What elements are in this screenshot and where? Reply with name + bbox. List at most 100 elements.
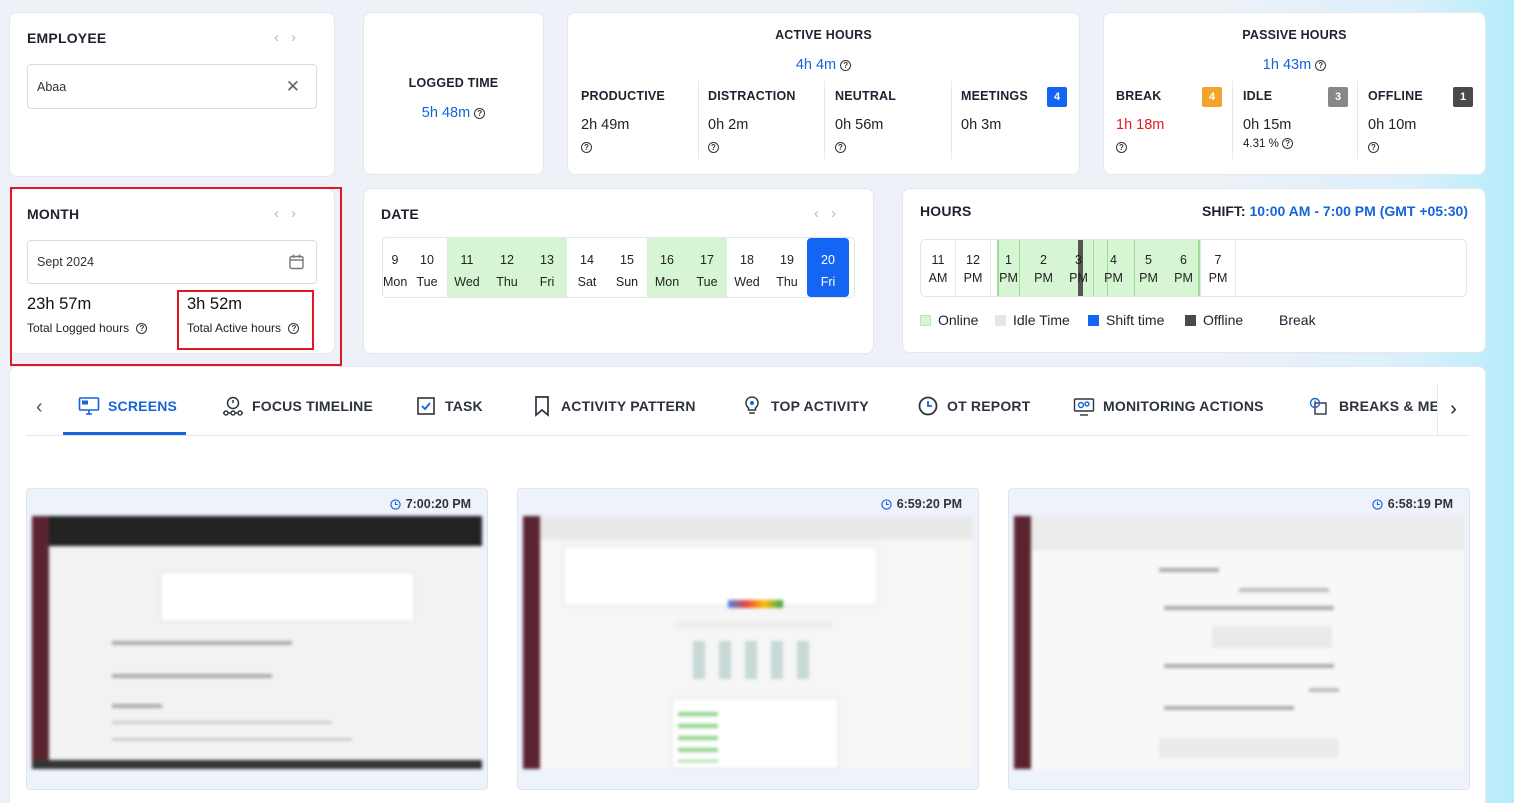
day-cell[interactable]: 12 Thu bbox=[487, 238, 527, 297]
calendar-icon[interactable] bbox=[289, 254, 304, 273]
tab-task[interactable]: TASK bbox=[415, 395, 483, 417]
active-tab-underline bbox=[63, 432, 186, 435]
day-cell-selected[interactable]: 20 Fri bbox=[807, 238, 849, 297]
employee-title: EMPLOYEE bbox=[27, 30, 107, 46]
highlight-box-active-hours bbox=[177, 290, 314, 350]
hour-cell[interactable]: 4 PM bbox=[1104, 253, 1123, 285]
metric-distraction: DISTRACTION 0h 2m ? bbox=[708, 89, 796, 157]
metric-neutral: NEUTRAL 0h 56m ? bbox=[835, 89, 896, 157]
hour-cell[interactable]: 2 PM bbox=[1034, 253, 1053, 285]
meetings-count-badge: 4 bbox=[1047, 87, 1067, 107]
hour-cell[interactable]: 12 PM bbox=[956, 240, 991, 296]
legend-idle: Idle Time bbox=[995, 312, 1070, 328]
tab-ot-report[interactable]: OT REPORT bbox=[917, 395, 1030, 417]
metric-label: PRODUCTIVE bbox=[581, 89, 665, 103]
day-cell[interactable]: 11 Wed bbox=[447, 238, 487, 297]
metric-idle: IDLE 0h 15m 4.31 % ? bbox=[1243, 89, 1294, 150]
tabs-scroll-left-icon[interactable]: ‹ bbox=[36, 396, 43, 418]
hour-cell[interactable]: 6 PM bbox=[1174, 253, 1193, 285]
tab-breaks-meetings[interactable]: BREAKS & MEE bbox=[1309, 395, 1439, 417]
screenshot-thumbnail[interactable] bbox=[523, 516, 973, 769]
help-icon[interactable]: ? bbox=[708, 142, 719, 154]
screenshot-card[interactable]: 6:59:20 PM bbox=[517, 488, 979, 790]
day-cell[interactable]: 15 Sun bbox=[615, 253, 639, 289]
metric-value: 0h 15m bbox=[1243, 117, 1292, 133]
legend-online: Online bbox=[920, 312, 978, 328]
tabs-scroll-right[interactable]: › bbox=[1437, 383, 1469, 435]
idle-percent: 4.31 % bbox=[1243, 138, 1279, 150]
chevron-left-icon[interactable]: ‹ bbox=[274, 205, 279, 222]
online-segment bbox=[997, 240, 1201, 296]
day-cell[interactable]: 10 Tue bbox=[416, 253, 438, 289]
screenshot-thumbnail[interactable] bbox=[1014, 516, 1464, 769]
day-cell[interactable]: 19 Thu bbox=[776, 253, 798, 289]
hours-title: HOURS bbox=[920, 203, 972, 219]
employee-card: EMPLOYEE ‹ › Abaa ✕ bbox=[9, 12, 335, 177]
help-icon[interactable]: ? bbox=[1368, 142, 1379, 154]
help-icon[interactable]: ? bbox=[835, 142, 846, 154]
help-icon[interactable]: ? bbox=[474, 107, 486, 119]
day-cell[interactable]: 16 Mon bbox=[647, 238, 687, 297]
clock-icon bbox=[918, 396, 938, 416]
help-icon[interactable]: ? bbox=[1116, 142, 1127, 154]
idle-count-badge: 3 bbox=[1328, 87, 1348, 107]
idle-swatch bbox=[995, 314, 1006, 326]
screenshot-card[interactable]: 6:58:19 PM bbox=[1008, 488, 1470, 790]
tab-activity-pattern[interactable]: ACTIVITY PATTERN bbox=[531, 395, 696, 417]
screenshot-card[interactable]: 7:00:20 PM bbox=[26, 488, 488, 790]
tab-top-activity[interactable]: TOP ACTIVITY bbox=[741, 395, 869, 417]
hours-timeline: 11 AM 12 PM 1 PM 2 PM 3 PM 4 PM 5 PM 6 PM 7 PM bbox=[920, 239, 1467, 297]
metric-value: 0h 10m bbox=[1368, 117, 1417, 133]
screenshot-thumbnail[interactable] bbox=[32, 516, 482, 769]
help-icon[interactable]: ? bbox=[581, 142, 592, 154]
monitor-icon bbox=[78, 397, 100, 415]
metric-value: 0h 56m bbox=[835, 117, 884, 133]
passive-hours-card: PASSIVE HOURS 1h 43m ? BREAK 1h 18m ? 4 … bbox=[1103, 12, 1486, 175]
help-icon[interactable]: ? bbox=[840, 59, 852, 71]
date-title: DATE bbox=[381, 206, 419, 222]
chevron-right-icon[interactable]: › bbox=[291, 205, 296, 222]
online-divider bbox=[1198, 240, 1200, 296]
day-cell[interactable]: 14 Sat bbox=[577, 253, 597, 289]
help-icon[interactable]: ? bbox=[288, 323, 300, 335]
employee-value: Abaa bbox=[37, 79, 67, 94]
legend-offline: Offline bbox=[1185, 312, 1243, 328]
highlight-box-month bbox=[10, 187, 342, 366]
month-nav: ‹ › bbox=[274, 205, 296, 222]
hour-cell[interactable]: 7 PM bbox=[1201, 240, 1236, 296]
chevron-right-icon[interactable]: › bbox=[831, 205, 836, 222]
chevron-right-icon[interactable]: › bbox=[291, 29, 296, 46]
shift-label: SHIFT: bbox=[1202, 203, 1246, 219]
hour-cell[interactable]: 1 PM bbox=[999, 253, 1018, 285]
day-cell[interactable]: 18 Wed bbox=[734, 253, 760, 289]
help-icon[interactable]: ? bbox=[136, 323, 148, 335]
shift-value: 10:00 AM - 7:00 PM (GMT +05:30) bbox=[1249, 203, 1469, 219]
focus-timeline-icon bbox=[223, 396, 243, 416]
chevron-left-icon[interactable]: ‹ bbox=[814, 205, 819, 222]
tab-monitoring-actions[interactable]: MONITORING ACTIONS bbox=[1073, 395, 1264, 417]
tab-focus-timeline[interactable]: FOCUS TIMELINE bbox=[222, 395, 373, 417]
help-icon[interactable]: ? bbox=[1315, 59, 1327, 71]
employee-select[interactable]: Abaa ✕ bbox=[27, 64, 317, 109]
screenshot-time: 6:59:20 PM bbox=[881, 497, 962, 511]
hour-cell[interactable]: 11 AM bbox=[921, 240, 956, 296]
day-cell[interactable]: 13 Fri bbox=[527, 238, 567, 297]
total-logged-block: 23h 57m Total Logged hours ? bbox=[27, 295, 148, 335]
hour-cell[interactable]: 5 PM bbox=[1139, 253, 1158, 285]
online-divider bbox=[1134, 240, 1135, 296]
metric-productive: PRODUCTIVE 2h 49m ? bbox=[581, 89, 665, 157]
day-cell[interactable]: 17 Tue bbox=[687, 238, 727, 297]
bookmark-icon bbox=[535, 396, 549, 417]
employee-nav: ‹ › bbox=[274, 29, 296, 46]
help-icon[interactable]: ? bbox=[1282, 138, 1294, 150]
hour-cell[interactable]: 3 PM bbox=[1069, 253, 1088, 285]
month-value: Sept 2024 bbox=[37, 255, 94, 269]
chevron-left-icon[interactable]: ‹ bbox=[274, 29, 279, 46]
clear-icon[interactable]: ✕ bbox=[285, 77, 300, 96]
online-divider bbox=[1107, 240, 1108, 296]
month-picker[interactable]: Sept 2024 bbox=[27, 240, 317, 284]
tab-screens[interactable]: SCREENS bbox=[78, 395, 177, 417]
divider bbox=[951, 81, 952, 159]
day-cell[interactable]: 9 Mon bbox=[383, 253, 408, 289]
legend-break: Break bbox=[1279, 312, 1316, 328]
